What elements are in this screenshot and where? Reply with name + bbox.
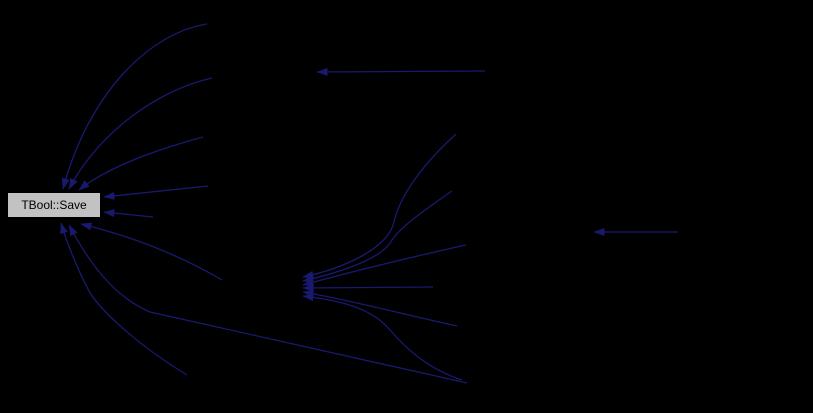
edge-into-save-right-2 [103, 209, 154, 218]
edge-into-save-top-3 [78, 136, 204, 191]
edge-into-save-top-1 [61, 23, 208, 190]
edge-into-save-bottom-3 [60, 222, 188, 376]
edge-into-hidden-hub-6 [302, 293, 463, 381]
edge-into-save-bottom-2 [68, 224, 468, 384]
node-tbool-save[interactable]: TBool::Save [7, 192, 101, 218]
edge-into-hidden-hub-2 [302, 190, 453, 283]
edge-into-save-top-2 [68, 77, 213, 190]
edge-into-save-bottom-1 [80, 222, 223, 281]
edge-into-hidden-hub-3 [302, 244, 467, 287]
node-label: TBool::Save [21, 198, 87, 212]
edge-horizontal-top [316, 67, 486, 76]
edge-into-hidden-hub-4 [302, 283, 434, 292]
edge-into-hidden-hub-1 [302, 133, 457, 279]
edge-into-save-right-1 [103, 185, 209, 200]
edge-into-hidden-hub-5 [302, 289, 458, 327]
